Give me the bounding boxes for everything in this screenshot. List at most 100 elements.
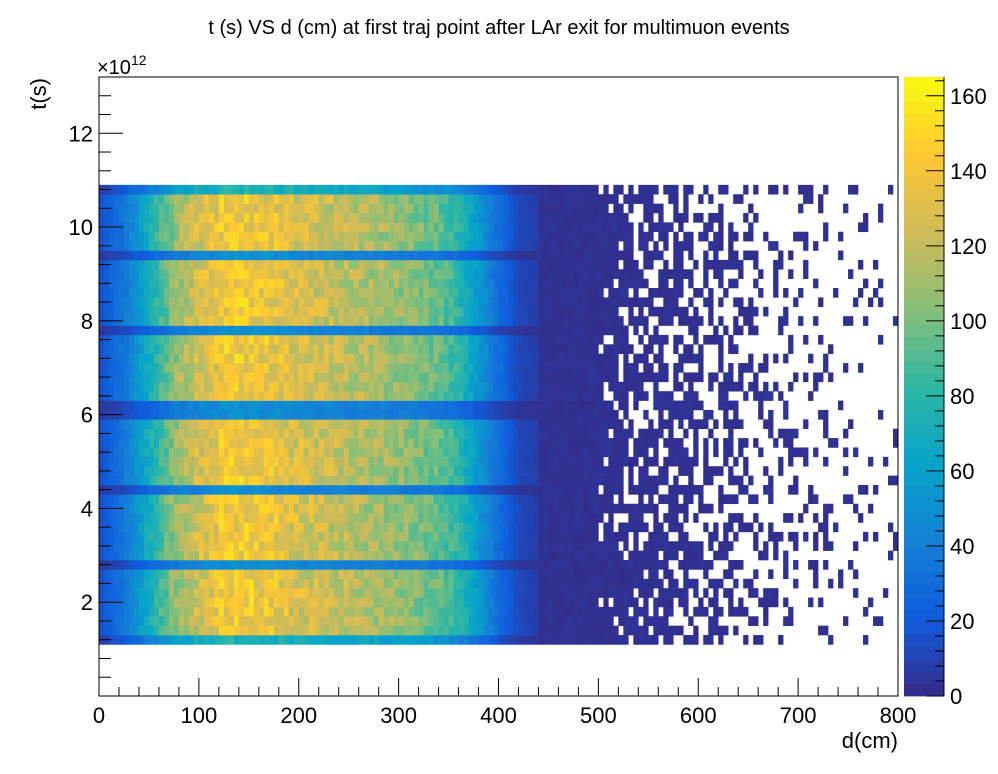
heatmap-cell	[368, 250, 374, 261]
heatmap-cell	[488, 466, 494, 476]
heatmap-cell	[303, 259, 310, 270]
heatmap-cell	[348, 278, 354, 289]
heatmap-cell	[168, 560, 175, 570]
heatmap-cell	[188, 569, 195, 580]
heatmap-cell	[173, 203, 180, 214]
heatmap-cell	[238, 438, 245, 448]
heatmap-cell	[598, 428, 604, 439]
heatmap-cell	[168, 278, 175, 289]
heatmap-cell	[518, 456, 524, 467]
heatmap-cell	[99, 606, 105, 617]
heatmap-cell	[553, 241, 559, 251]
heatmap-cell	[103, 456, 110, 467]
heatmap-cell	[548, 269, 554, 279]
heatmap-cell	[598, 588, 604, 598]
heatmap-cell	[273, 250, 280, 261]
heatmap-cell	[388, 353, 394, 364]
heatmap-cell	[193, 438, 200, 448]
heatmap-cell	[233, 278, 240, 289]
heatmap-cell	[328, 419, 334, 430]
heatmap-cell	[258, 184, 265, 195]
heatmap-cell	[108, 184, 115, 195]
heatmap-cell	[263, 606, 270, 617]
heatmap-cell	[403, 578, 409, 589]
heatmap-cell	[393, 212, 399, 223]
heatmap-cell	[593, 391, 599, 401]
heatmap-cell	[343, 438, 349, 448]
heatmap-cell	[298, 325, 305, 336]
heatmap-cell	[388, 334, 394, 345]
heatmap-cell	[278, 625, 285, 636]
heatmap-cell	[248, 391, 255, 401]
heatmap-cell	[578, 616, 584, 626]
heatmap-cell	[568, 616, 574, 626]
heatmap-cell	[133, 456, 140, 467]
heatmap-cell	[403, 222, 409, 233]
heatmap-cell	[533, 531, 539, 542]
heatmap-cell	[108, 541, 115, 551]
heatmap-cell	[368, 588, 374, 598]
heatmap-cell	[223, 353, 230, 364]
heatmap-cell	[263, 203, 270, 214]
heatmap-cell	[463, 513, 469, 523]
heatmap-cell	[423, 344, 429, 354]
heatmap-cell	[263, 259, 270, 270]
heatmap-cell	[423, 541, 429, 551]
heatmap-cell	[113, 606, 120, 617]
heatmap-cell	[583, 222, 589, 233]
heatmap-cell	[388, 541, 394, 551]
heatmap-cell	[363, 212, 369, 223]
heatmap-cell	[603, 625, 609, 636]
heatmap-cell	[233, 212, 240, 223]
heatmap-cell	[278, 391, 285, 401]
heatmap-cell	[198, 560, 205, 570]
heatmap-cell	[343, 372, 349, 383]
heatmap-cell	[308, 278, 315, 289]
heatmap-cell	[388, 381, 394, 392]
heatmap-cell	[288, 522, 295, 533]
heatmap-cell	[108, 447, 115, 458]
heatmap-cell	[158, 306, 165, 317]
heatmap-cell	[128, 194, 135, 204]
heatmap-cell	[488, 541, 494, 551]
heatmap-cell	[318, 569, 325, 580]
heatmap-cell	[498, 541, 504, 551]
heatmap-cell	[433, 484, 439, 495]
heatmap-cell	[323, 616, 330, 626]
heatmap-cell	[238, 578, 245, 589]
heatmap-cell	[193, 194, 200, 204]
heatmap-cell	[208, 400, 215, 411]
heatmap-cell	[288, 297, 295, 308]
heatmap-cell	[308, 372, 315, 383]
heatmap-cell	[443, 372, 449, 383]
heatmap-cell	[153, 400, 160, 411]
heatmap-cell	[358, 625, 364, 636]
heatmap-cell	[493, 194, 499, 204]
heatmap-cell	[113, 212, 120, 223]
heatmap-cell	[308, 316, 315, 326]
heatmap-cell	[148, 278, 155, 289]
heatmap-cell	[103, 475, 110, 486]
heatmap-cell	[533, 194, 539, 204]
heatmap-cell	[463, 316, 469, 326]
heatmap-cell	[113, 269, 120, 279]
heatmap-cell	[178, 616, 185, 626]
heatmap-cell	[443, 635, 449, 645]
heatmap-cell	[348, 494, 354, 505]
heatmap-cell	[213, 203, 220, 214]
heatmap-cell	[578, 503, 584, 514]
heatmap-cell	[428, 484, 434, 495]
heatmap-cell	[513, 250, 519, 261]
heatmap-cell	[393, 259, 399, 270]
heatmap-cell	[348, 447, 354, 458]
heatmap-cell	[378, 428, 384, 439]
heatmap-cell	[268, 635, 275, 645]
heatmap-cell	[283, 241, 290, 251]
heatmap-cell	[383, 588, 389, 598]
heatmap-cell	[573, 466, 579, 476]
heatmap-cell	[493, 438, 499, 448]
heatmap-cell	[503, 438, 509, 448]
heatmap-cell	[368, 541, 374, 551]
heatmap-cell	[298, 456, 305, 467]
heatmap-cell	[158, 447, 165, 458]
